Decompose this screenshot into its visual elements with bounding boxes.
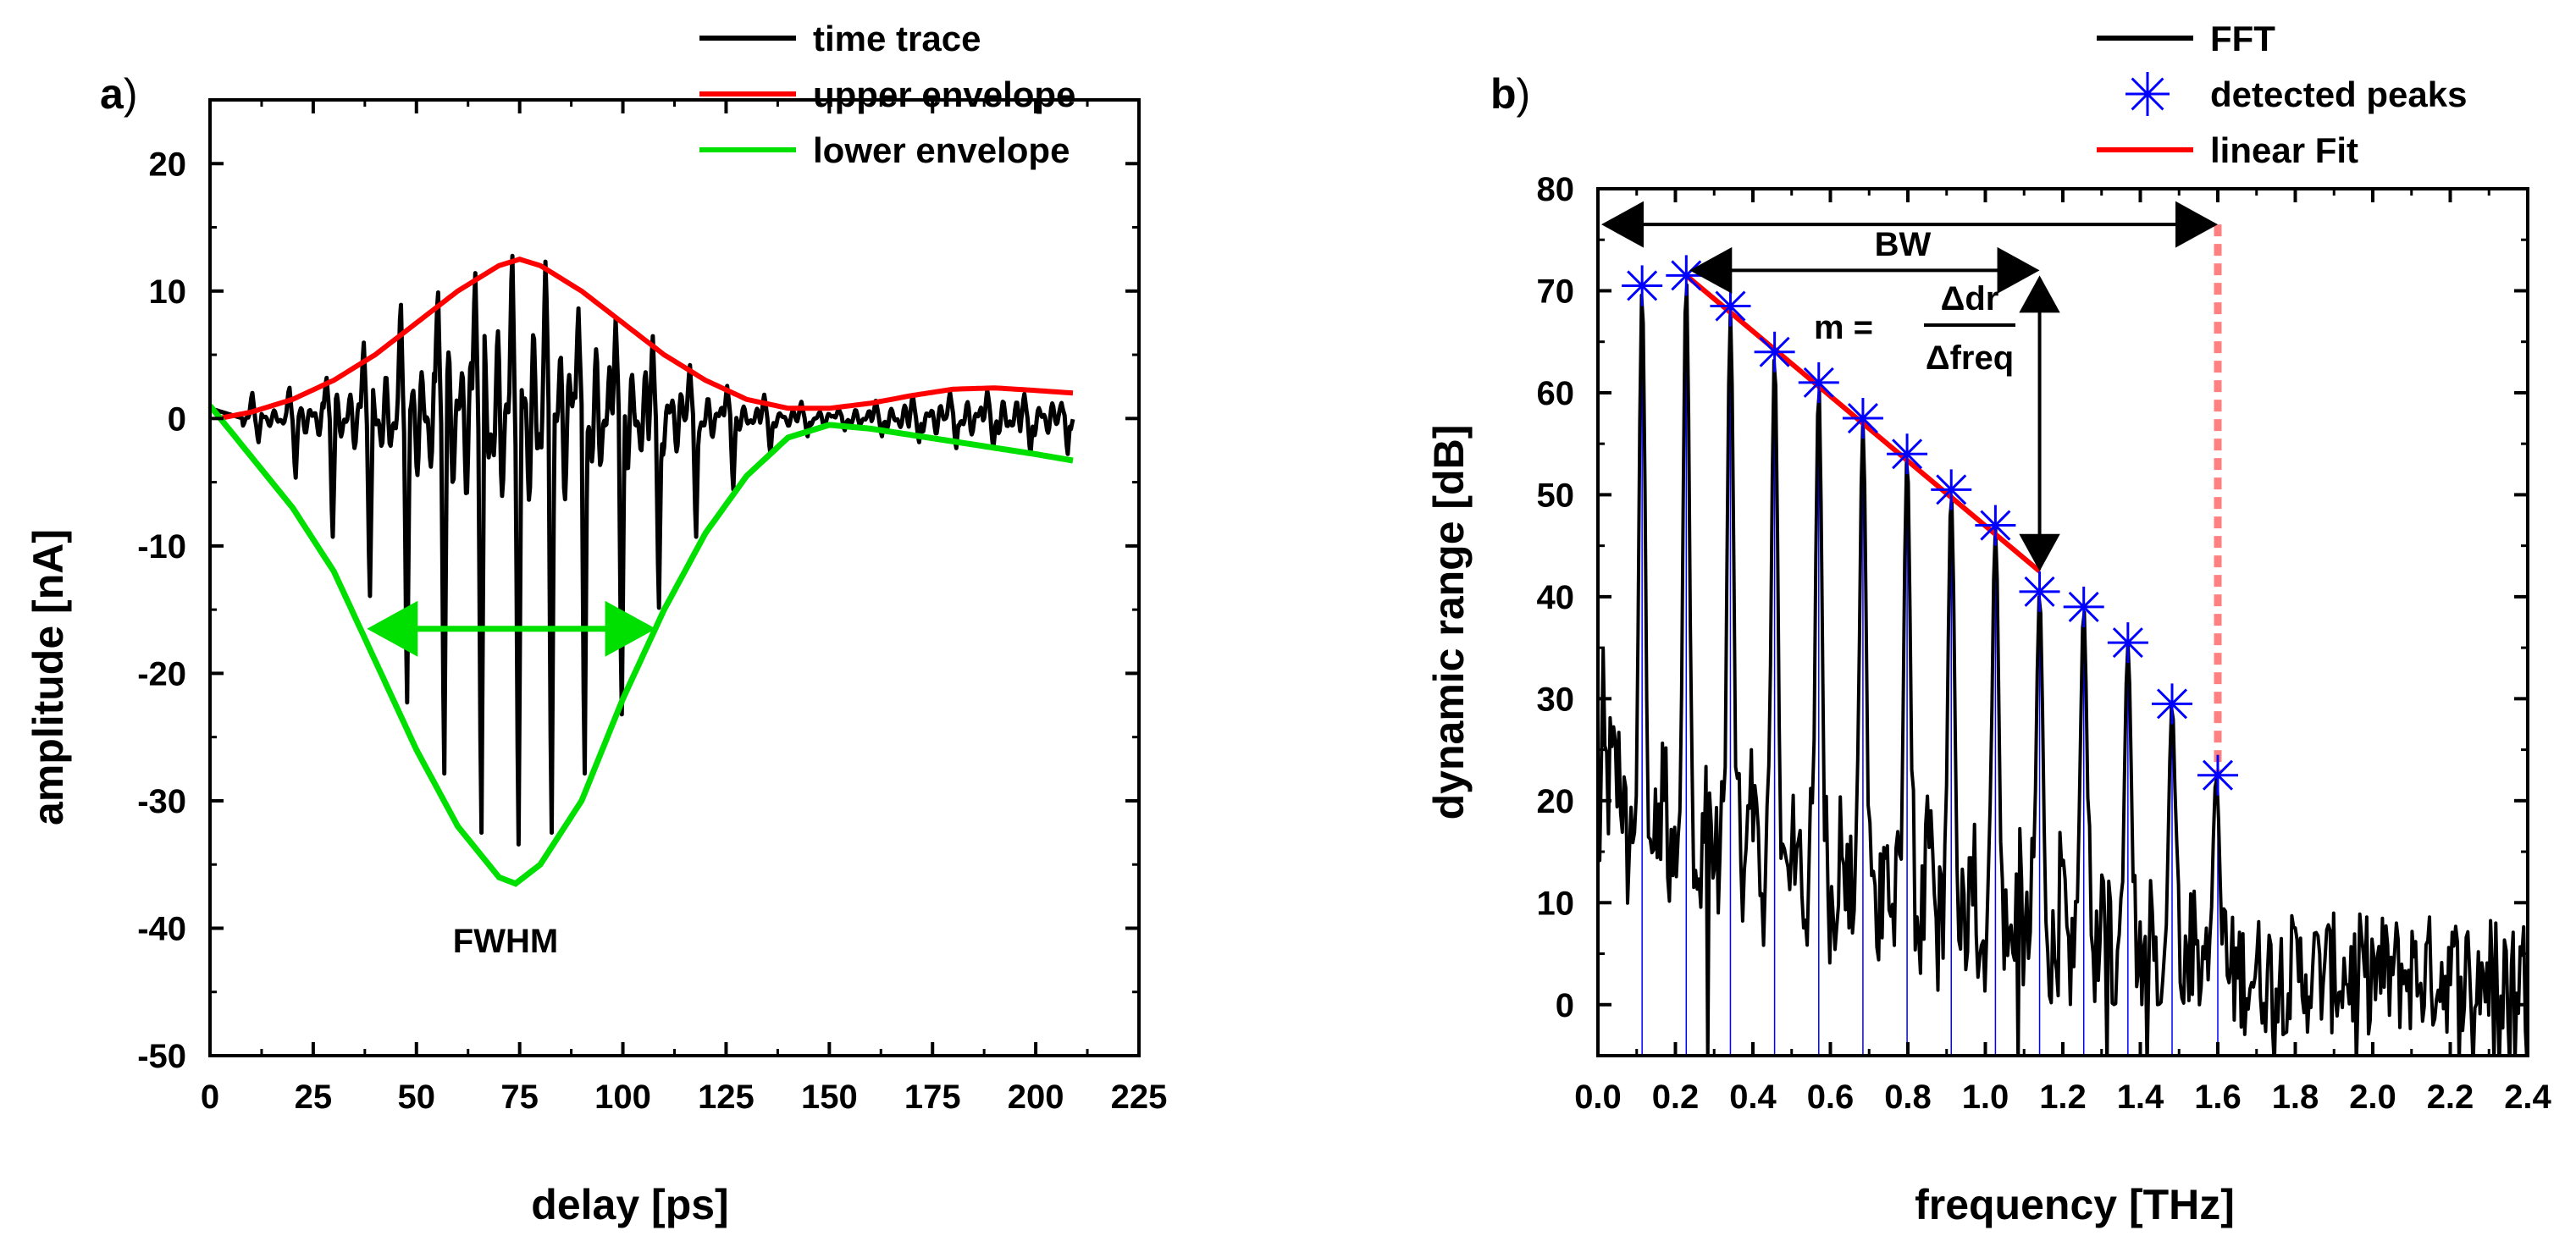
panel-b-label: b) (1490, 70, 1530, 118)
panel-a-y-tick-label: -40 (137, 910, 186, 947)
peak-marker (2107, 622, 2148, 664)
panel-a-y-tick-label: -10 (137, 528, 186, 566)
panel-a-y-tick-label: -50 (137, 1038, 186, 1075)
peak-marker (1754, 331, 1795, 372)
slope-prefix: m = (1814, 309, 1873, 346)
legend-swatch (2131, 77, 2164, 111)
panel-b-y-tick-label: 50 (1537, 477, 1575, 514)
lower-envelope-series (207, 404, 1074, 887)
legend-entry-label: lower envelope (813, 130, 1070, 170)
panel-b-axes: 0.0 0.2 0.4 0.6 0.8 1.0 1.2 1.4 1.6 1.8 2.0 2.2 2.4 8… (1537, 171, 2552, 1116)
legend-entry-label: upper envelope (813, 74, 1075, 114)
panel-a-legend: time trace upper envelope lower envelope (699, 19, 1075, 170)
panel-b-y-tick-label: 30 (1537, 681, 1575, 718)
slope-numerator: Δdr (1941, 280, 1999, 317)
legend-entry-label: detected peaks (2210, 74, 2467, 114)
panel-b-y-tick-label: 60 (1537, 375, 1575, 412)
panel-a-y-tick-label: 0 (168, 400, 186, 438)
panel-a-y-tick-label: 10 (149, 273, 187, 311)
slope-denominator: Δfreq (1926, 339, 2014, 377)
panel-b-x-tick-label: 0.0 (1574, 1079, 1622, 1116)
bw-arrow-left-head (1601, 201, 1644, 248)
panel-b-x-tick-label: 0.6 (1807, 1079, 1855, 1116)
panel-b-x-tick-label: 1.8 (2272, 1079, 2319, 1116)
fit-range-arrow-left-head (1689, 246, 1733, 294)
peak-marker (2152, 683, 2193, 725)
panel-a-y-axis-label: amplitude [nA] (25, 529, 72, 825)
peak-marker (2063, 586, 2104, 627)
panel-a-x-tick-label: 150 (801, 1079, 858, 1116)
fwhm-arrow-left-head (367, 600, 418, 657)
fft-series (1598, 283, 2528, 1056)
peak-marker (1975, 505, 2016, 546)
panel-a-x-tick-label: 25 (295, 1079, 333, 1116)
peak-marker (1842, 398, 1883, 439)
panel-b-y-tick-label: 70 (1537, 273, 1575, 310)
panel-a-y-tick-label: -30 (137, 783, 186, 820)
time-trace-series (213, 253, 1075, 847)
legend-entry-label: time trace (813, 19, 981, 58)
panel-b-x-tick-label: 0.8 (1884, 1079, 1932, 1116)
panel-a-frame (208, 98, 1141, 1057)
panel-a-x-tick-label: 175 (904, 1079, 961, 1116)
peak-marker (1666, 255, 1707, 296)
panel-a-x-axis-label: delay [ps] (531, 1181, 728, 1228)
fit-range-arrow-right-head (1997, 246, 2040, 294)
bw-arrow-right-head (2175, 201, 2218, 248)
panel-a-y-tick-label: -20 (137, 655, 186, 692)
panel-b-x-tick-label: 1.4 (2117, 1079, 2164, 1116)
panel-a-label: a) (100, 70, 137, 118)
bw-label: BW (1875, 226, 1932, 263)
panel-b-y-tick-label: 80 (1537, 171, 1575, 208)
peak-marker (1622, 265, 1663, 306)
panel-b-x-tick-label: 2.4 (2504, 1079, 2551, 1116)
panel-b-x-tick-label: 1.0 (1962, 1079, 2009, 1116)
fft-plot-region (1598, 275, 2528, 1056)
panel-b-y-tick-label: 0 (1556, 987, 1574, 1024)
upper-envelope-series (218, 257, 1074, 422)
panel-a-x-tick-label: 0 (201, 1079, 219, 1116)
peak-marker (2197, 754, 2238, 796)
panel-a-x-tick-label: 50 (398, 1079, 436, 1116)
fwhm-arrow-right-head (605, 600, 656, 657)
panel-b-x-tick-label: 2.2 (2427, 1079, 2474, 1116)
peak-marker (2019, 571, 2060, 612)
panel-b-chart: b) FFT detected peaks linear Fit 0.0 0.2 0.4… (1425, 19, 2552, 1228)
panel-b-y-tick-label: 40 (1537, 579, 1575, 616)
panel-b-legend: FFT detected peaks linear Fit (2097, 19, 2467, 170)
panel-a-plot-area (207, 253, 1075, 887)
peak-marker (1887, 433, 1928, 475)
panel-a-x-tick-label: 200 (1008, 1079, 1064, 1116)
panel-a-x-tick-label: 125 (698, 1079, 755, 1116)
peak-marker (1931, 469, 1972, 510)
drop-arrow-top-head (2019, 275, 2060, 313)
panel-b-x-tick-label: 0.2 (1652, 1079, 1700, 1116)
panel-b-x-axis-label: frequency [THz] (1915, 1181, 2235, 1228)
panel-a-y-tick-label: 20 (149, 146, 187, 183)
legend-entry-label: linear Fit (2210, 130, 2358, 170)
panel-b-y-axis-label: dynamic range [dB] (1425, 425, 1473, 820)
panel-b-y-tick-label: 20 (1537, 783, 1575, 820)
legend-entry-label: FFT (2210, 19, 2275, 58)
fwhm-label: FWHM (453, 923, 558, 960)
panel-a-x-tick-label: 100 (594, 1079, 651, 1116)
panel-a-x-tick-label: 225 (1111, 1079, 1168, 1116)
panel-a-axes: 0 25 50 75 100 125 150 175 200 22520100-10-20-30-… (137, 98, 1168, 1116)
drop-arrow-bottom-head (2019, 533, 2060, 571)
panel-b-x-tick-label: 1.6 (2194, 1079, 2242, 1116)
panel-a-chart: a) time trace upper envelope lower envelop… (25, 19, 1167, 1228)
peak-marker (1798, 361, 1839, 403)
panel-b-plot-area (1598, 201, 2528, 1056)
panel-b-x-tick-label: 1.2 (2039, 1079, 2087, 1116)
panel-b-y-tick-label: 10 (1537, 885, 1575, 922)
panel-a-x-tick-label: 75 (500, 1079, 539, 1116)
panel-b-x-tick-label: 2.0 (2349, 1079, 2396, 1116)
panel-b-x-tick-label: 0.4 (1729, 1079, 1777, 1116)
